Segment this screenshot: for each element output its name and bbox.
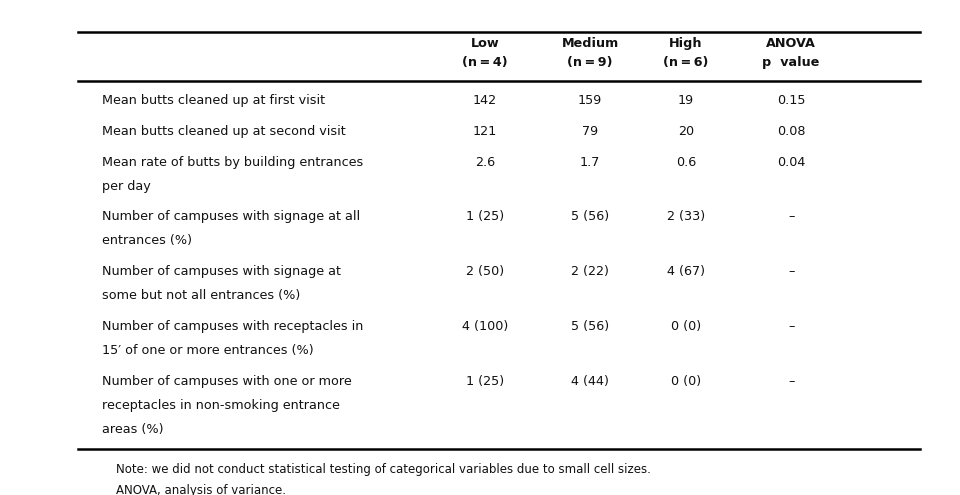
Text: Mean butts cleaned up at first visit: Mean butts cleaned up at first visit	[102, 94, 325, 107]
Text: receptacles in non-smoking entrance: receptacles in non-smoking entrance	[102, 399, 340, 412]
Text: 1 (25): 1 (25)	[466, 210, 504, 223]
Text: Low: Low	[470, 37, 499, 50]
Text: Number of campuses with receptacles in: Number of campuses with receptacles in	[102, 320, 363, 333]
Text: 4 (100): 4 (100)	[462, 320, 508, 333]
Text: ANOVA: ANOVA	[766, 37, 816, 50]
Text: 5 (56): 5 (56)	[571, 320, 610, 333]
Text: p  value: p value	[762, 56, 820, 69]
Text: –: –	[788, 265, 794, 278]
Text: 4 (44): 4 (44)	[571, 375, 609, 388]
Text: (n = 4): (n = 4)	[462, 56, 508, 69]
Text: Number of campuses with one or more: Number of campuses with one or more	[102, 375, 351, 388]
Text: 0 (0): 0 (0)	[671, 320, 701, 333]
Text: 0 (0): 0 (0)	[671, 375, 701, 388]
Text: 0.6: 0.6	[676, 155, 696, 168]
Text: 0.15: 0.15	[777, 94, 805, 107]
Text: (n = 9): (n = 9)	[567, 56, 612, 69]
Text: entrances (%): entrances (%)	[102, 235, 192, 248]
Text: per day: per day	[102, 180, 151, 193]
Text: some but not all entrances (%): some but not all entrances (%)	[102, 289, 300, 302]
Text: Number of campuses with signage at all: Number of campuses with signage at all	[102, 210, 360, 223]
Text: Note: we did not conduct statistical testing of categorical variables due to sma: Note: we did not conduct statistical tes…	[116, 463, 651, 476]
Text: ANOVA, analysis of variance.: ANOVA, analysis of variance.	[116, 484, 286, 495]
Text: 1.7: 1.7	[580, 155, 600, 168]
Text: 2 (33): 2 (33)	[667, 210, 705, 223]
Text: 20: 20	[678, 125, 694, 138]
Text: Medium: Medium	[562, 37, 618, 50]
Text: 15′ of one or more entrances (%): 15′ of one or more entrances (%)	[102, 344, 314, 357]
Text: 0.04: 0.04	[777, 155, 805, 168]
Text: 2 (22): 2 (22)	[571, 265, 609, 278]
Text: 121: 121	[472, 125, 497, 138]
Text: 19: 19	[678, 94, 694, 107]
Text: –: –	[788, 210, 794, 223]
Text: Mean butts cleaned up at second visit: Mean butts cleaned up at second visit	[102, 125, 346, 138]
Text: –: –	[788, 375, 794, 388]
Text: 0.08: 0.08	[777, 125, 805, 138]
Text: 5 (56): 5 (56)	[571, 210, 610, 223]
Text: areas (%): areas (%)	[102, 423, 163, 436]
Text: Mean rate of butts by building entrances: Mean rate of butts by building entrances	[102, 155, 363, 168]
Text: 1 (25): 1 (25)	[466, 375, 504, 388]
Text: High: High	[669, 37, 703, 50]
Text: 142: 142	[472, 94, 497, 107]
Text: 4 (67): 4 (67)	[667, 265, 705, 278]
Text: 159: 159	[578, 94, 602, 107]
Text: –: –	[788, 320, 794, 333]
Text: Number of campuses with signage at: Number of campuses with signage at	[102, 265, 341, 278]
Text: 2 (50): 2 (50)	[466, 265, 504, 278]
Text: (n = 6): (n = 6)	[663, 56, 708, 69]
Text: 79: 79	[582, 125, 598, 138]
Text: 2.6: 2.6	[475, 155, 494, 168]
